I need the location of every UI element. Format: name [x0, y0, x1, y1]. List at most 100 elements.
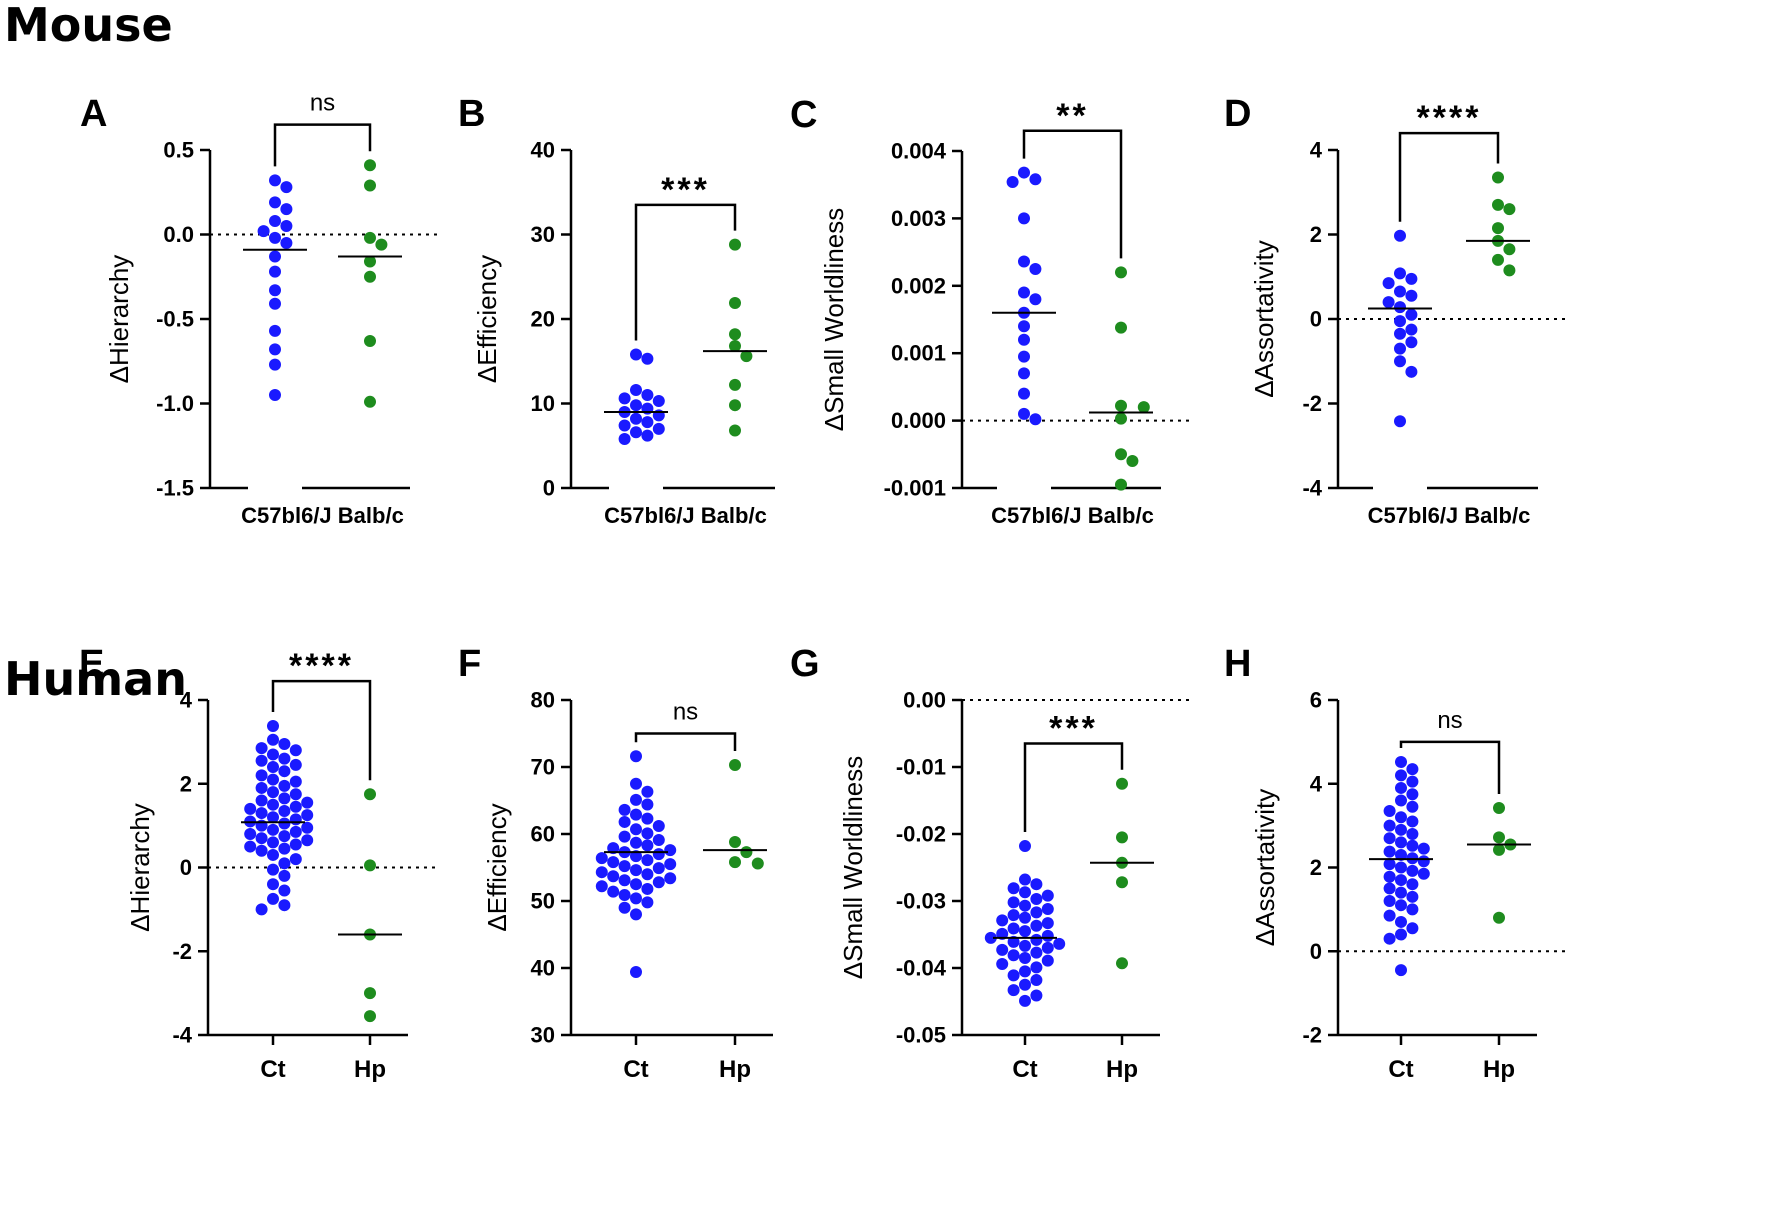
data-point-e-ct [267, 823, 279, 836]
data-point-a-c57bl6j [280, 203, 293, 216]
data-point-g-ct [1030, 933, 1043, 946]
data-point-c-c57bl6j [1029, 293, 1042, 306]
y-tick-label-h: 2 [1310, 855, 1322, 880]
y-tick-label-f: 70 [531, 755, 555, 780]
data-point-e-ct [255, 807, 268, 820]
data-point-g-ct [1007, 909, 1020, 922]
data-point-f-ct [618, 888, 631, 901]
data-point-c-c57bl6j [1018, 212, 1030, 225]
data-point-g-ct [1041, 889, 1054, 902]
data-point-e-ct [289, 758, 302, 771]
data-point-e-ct [278, 817, 291, 830]
data-point-h-ct [1406, 775, 1419, 788]
y-tick-label-g: -0.03 [896, 889, 946, 914]
data-point-g-ct [1007, 896, 1020, 909]
data-point-e-ct [267, 863, 279, 876]
data-point-f-hp [740, 846, 753, 859]
data-point-f-ct [641, 839, 654, 852]
y-tick-label-b: 30 [531, 222, 555, 247]
data-point-a-c57bl6j [269, 265, 281, 278]
data-point-a-c57bl6j [269, 250, 281, 263]
data-point-f-ct [664, 872, 677, 885]
data-point-g-ct [1019, 965, 1031, 978]
data-point-a-balbc [364, 395, 376, 408]
data-point-h-ct [1417, 855, 1430, 868]
data-point-g-ct [996, 957, 1009, 970]
data-point-h-ct [1395, 811, 1407, 824]
x-category-label-g: Ct [1012, 1056, 1037, 1083]
data-point-h-ct [1406, 903, 1419, 916]
data-point-a-balbc [364, 334, 376, 347]
human-section-title: Human [4, 652, 187, 706]
data-point-e-ct [289, 853, 302, 866]
data-point-a-c57bl6j [269, 196, 281, 209]
y-tick-label-d: 2 [1310, 222, 1322, 247]
data-point-h-ct [1383, 909, 1396, 922]
data-point-e-hp [364, 788, 376, 801]
data-point-d-balbc [1503, 243, 1516, 256]
data-point-f-ct [630, 864, 642, 877]
data-point-b-balbc [729, 378, 741, 391]
data-point-c-balbc [1115, 448, 1127, 461]
data-point-f-ct [641, 868, 654, 881]
significance-label-f: ns [673, 699, 698, 726]
data-point-f-ct [630, 892, 642, 905]
data-point-e-ct [267, 878, 279, 891]
data-point-f-ct [652, 834, 665, 847]
data-point-c-balbc [1115, 478, 1127, 491]
data-point-b-c57bl6j [630, 399, 642, 412]
x-category-labels-a: C57bl6/J Balb/c [241, 503, 404, 528]
data-point-c-c57bl6j [1018, 367, 1030, 380]
y-axis-title-e: ΔHierarchy [125, 803, 155, 932]
data-point-d-c57bl6j [1405, 272, 1418, 285]
data-point-e-hp [364, 987, 376, 1000]
data-point-g-ct [1041, 917, 1054, 930]
data-point-g-ct [1007, 935, 1020, 948]
data-point-f-ct [630, 966, 642, 979]
significance-bracket-g [1023, 742, 1124, 833]
panel-label-a: A [80, 93, 107, 135]
data-point-h-ct [1395, 836, 1407, 849]
data-point-h-ct [1383, 870, 1396, 883]
data-point-f-ct [664, 844, 677, 857]
data-point-e-ct [255, 832, 268, 845]
y-tick-label-d: 4 [1310, 138, 1323, 163]
data-point-a-c57bl6j [269, 358, 281, 371]
data-point-h-ct [1395, 915, 1407, 928]
data-point-h-ct [1395, 861, 1407, 874]
y-axis-title-f: ΔEfficiency [482, 803, 512, 931]
data-point-e-ct [278, 884, 291, 897]
y-tick-label-e: -4 [172, 1023, 192, 1048]
data-point-f-ct [641, 798, 654, 811]
data-point-a-c57bl6j [280, 220, 293, 233]
data-point-f-hp [729, 758, 741, 771]
data-point-a-balbc [364, 231, 376, 244]
data-point-e-ct [289, 744, 302, 757]
y-tick-label-d: -2 [1302, 391, 1322, 416]
data-point-c-c57bl6j [1006, 176, 1019, 189]
data-point-d-balbc [1492, 198, 1504, 211]
data-point-b-balbc [729, 296, 741, 309]
significance-label-g: *** [1049, 710, 1098, 748]
data-point-c-c57bl6j [1018, 166, 1030, 179]
significance-bracket-b [634, 203, 737, 341]
data-point-b-balbc [729, 340, 741, 353]
data-point-g-ct [1019, 925, 1031, 938]
data-point-g-ct [1030, 974, 1043, 987]
data-point-d-c57bl6j [1405, 336, 1418, 349]
data-point-h-ct [1406, 878, 1419, 891]
data-point-e-ct [267, 848, 279, 861]
data-point-h-ct [1395, 769, 1407, 782]
data-point-d-c57bl6j [1394, 415, 1406, 428]
data-point-e-ct [278, 830, 291, 843]
y-axis-title-h: ΔAssortativity [1250, 789, 1280, 947]
data-point-g-ct [1019, 886, 1031, 899]
y-tick-label-b: 20 [531, 307, 555, 332]
y-tick-label-e: 4 [180, 688, 193, 713]
data-point-e-ct [267, 798, 279, 811]
panel-label-c: C [790, 94, 817, 136]
data-point-h-hp [1493, 802, 1505, 815]
data-point-h-hp [1493, 911, 1505, 924]
data-point-h-ct [1406, 864, 1419, 877]
